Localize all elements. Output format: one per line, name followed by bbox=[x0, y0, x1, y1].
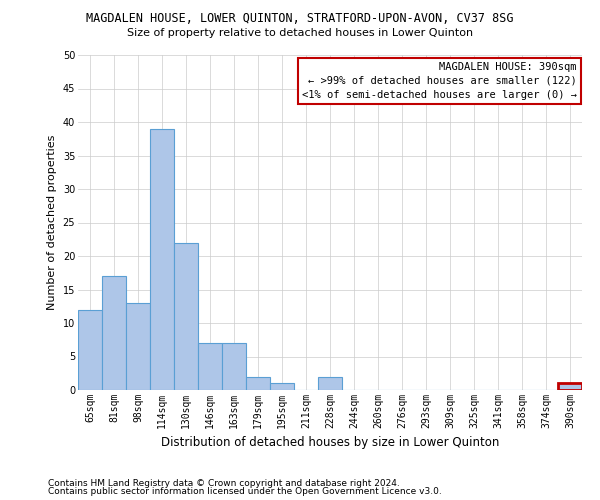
X-axis label: Distribution of detached houses by size in Lower Quinton: Distribution of detached houses by size … bbox=[161, 436, 499, 450]
Text: MAGDALEN HOUSE: 390sqm
← >99% of detached houses are smaller (122)
<1% of semi-d: MAGDALEN HOUSE: 390sqm ← >99% of detache… bbox=[302, 62, 577, 100]
Text: MAGDALEN HOUSE, LOWER QUINTON, STRATFORD-UPON-AVON, CV37 8SG: MAGDALEN HOUSE, LOWER QUINTON, STRATFORD… bbox=[86, 12, 514, 26]
Bar bbox=[318, 376, 342, 390]
Bar bbox=[174, 242, 198, 390]
Bar bbox=[270, 384, 294, 390]
Bar bbox=[246, 376, 270, 390]
Text: Contains HM Land Registry data © Crown copyright and database right 2024.: Contains HM Land Registry data © Crown c… bbox=[48, 478, 400, 488]
Bar bbox=[126, 303, 150, 390]
Text: Size of property relative to detached houses in Lower Quinton: Size of property relative to detached ho… bbox=[127, 28, 473, 38]
Text: Contains public sector information licensed under the Open Government Licence v3: Contains public sector information licen… bbox=[48, 487, 442, 496]
Bar bbox=[558, 384, 582, 390]
Bar bbox=[222, 343, 246, 390]
Bar bbox=[198, 343, 222, 390]
Bar bbox=[150, 128, 174, 390]
Bar bbox=[102, 276, 126, 390]
Y-axis label: Number of detached properties: Number of detached properties bbox=[47, 135, 57, 310]
Bar bbox=[78, 310, 102, 390]
